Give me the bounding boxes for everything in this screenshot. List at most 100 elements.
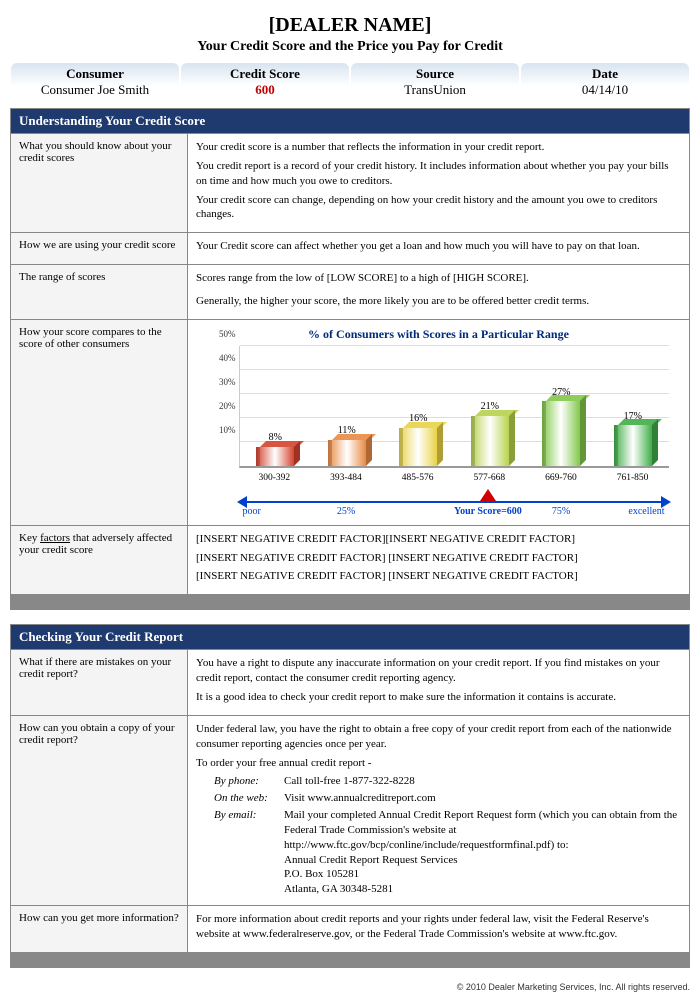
source-value: TransUnion <box>351 82 519 98</box>
email-label: By email: <box>214 808 284 897</box>
web-row: On the web: Visit www.annualcreditreport… <box>214 791 681 806</box>
email-val: Mail your completed Annual Credit Report… <box>284 808 681 853</box>
row-range-right: Scores range from the low of [LOW SCORE]… <box>188 265 689 319</box>
row-know-left: What you should know about your credit s… <box>11 134 188 232</box>
row-compare-left: How your score compares to the score of … <box>11 320 188 525</box>
axis-poor: poor <box>243 505 261 519</box>
section-understanding: Understanding Your Credit Score What you… <box>10 108 690 610</box>
phone-label: By phone: <box>214 774 284 789</box>
y-tick-label: 10% <box>210 424 236 436</box>
row-mistakes: What if there are mistakes on your credi… <box>11 650 689 716</box>
row-range-left: The range of scores <box>11 265 188 319</box>
r5-p2: [INSERT NEGATIVE CREDIT FACTOR] [INSERT … <box>196 551 681 566</box>
row-range: The range of scores Scores range from th… <box>11 265 689 320</box>
dealer-name: [DEALER NAME] <box>10 14 690 37</box>
row-mistakes-left: What if there are mistakes on your credi… <box>11 650 188 715</box>
score-label: Credit Score <box>181 66 349 82</box>
row-moreinfo-right: For more information about credit report… <box>188 906 689 952</box>
bar <box>256 447 294 466</box>
bar-slot: 21% <box>462 400 518 466</box>
bar-slot: 8% <box>247 431 303 466</box>
r5-la: Key <box>19 532 40 544</box>
x-tick-label: 577-668 <box>461 472 517 485</box>
r3-p2: Generally, the higher your score, the mo… <box>196 294 681 309</box>
row-obtain-right: Under federal law, you have the right to… <box>188 716 689 905</box>
s2r2-p1: Under federal law, you have the right to… <box>196 722 681 752</box>
date-value: 04/14/10 <box>521 82 689 98</box>
consumer-label: Consumer <box>11 66 179 82</box>
chart-area: 10%20%30%40%50%8%11%16%21%27%17% <box>239 346 669 468</box>
panel-footer <box>11 595 689 609</box>
panel-footer-2 <box>11 953 689 967</box>
section2-title: Checking Your Credit Report <box>11 625 689 650</box>
y-tick-label: 50% <box>210 328 236 340</box>
bar <box>328 440 366 466</box>
row-moreinfo-left: How can you get more information? <box>11 906 188 952</box>
bar-slot: 16% <box>390 412 446 466</box>
arrow-line <box>239 501 669 503</box>
section-checking: Checking Your Credit Report What if ther… <box>10 624 690 968</box>
row-compare: How your score compares to the score of … <box>11 320 689 526</box>
r2-p1: Your Credit score can affect whether you… <box>196 239 681 254</box>
r1-p2: You credit report is a record of your cr… <box>196 159 681 189</box>
score-marker-icon <box>480 489 496 501</box>
section1-title: Understanding Your Credit Score <box>11 109 689 134</box>
info-date: Date 04/14/10 <box>521 63 689 102</box>
bar-slot: 17% <box>605 410 661 466</box>
addr3: Atlanta, GA 30348-5281 <box>284 882 681 897</box>
row-know: What you should know about your credit s… <box>11 134 689 233</box>
row-factors-right: [INSERT NEGATIVE CREDIT FACTOR][INSERT N… <box>188 526 689 595</box>
row-obtain-left: How can you obtain a copy of your credit… <box>11 716 188 905</box>
row-factors: Key factors that adversely affected your… <box>11 526 689 596</box>
x-tick-label: 761-850 <box>605 472 661 485</box>
row-using: How we are using your credit score Your … <box>11 233 689 265</box>
axis-your-score: Your Score=600 <box>454 505 522 519</box>
y-tick-label: 20% <box>210 400 236 412</box>
info-source: Source TransUnion <box>351 63 519 102</box>
row-know-right: Your credit score is a number that refle… <box>188 134 689 232</box>
x-labels: 300-392393-484485-576577-668669-760761-8… <box>239 472 669 485</box>
row-factors-left: Key factors that adversely affected your… <box>11 526 188 595</box>
phone-val: Call toll-free 1-877-322-8228 <box>284 774 415 789</box>
y-tick-label: 40% <box>210 352 236 364</box>
r5-p3: [INSERT NEGATIVE CREDIT FACTOR] [INSERT … <box>196 569 681 584</box>
row-moreinfo: How can you get more information? For mo… <box>11 906 689 953</box>
web-label: On the web: <box>214 791 284 806</box>
web-val: Visit www.annualcreditreport.com <box>284 791 436 806</box>
r1-p1: Your credit score is a number that refle… <box>196 140 681 155</box>
r5-p1: [INSERT NEGATIVE CREDIT FACTOR][INSERT N… <box>196 532 681 547</box>
x-tick-label: 393-484 <box>318 472 374 485</box>
row-using-left: How we are using your credit score <box>11 233 188 264</box>
bars: 8%11%16%21%27%17% <box>240 346 669 466</box>
s2r1-p1: You have a right to dispute any inaccura… <box>196 656 681 686</box>
info-score: Credit Score 600 <box>181 63 349 102</box>
info-bar: Consumer Consumer Joe Smith Credit Score… <box>10 63 690 102</box>
bar <box>542 401 580 466</box>
axis-bar: poor 25% Your Score=600 75% excellent <box>239 491 669 519</box>
row-compare-right: % of Consumers with Scores in a Particul… <box>188 320 689 525</box>
copyright: © 2010 Dealer Marketing Services, Inc. A… <box>10 982 690 992</box>
x-tick-label: 300-392 <box>246 472 302 485</box>
score-value: 600 <box>181 82 349 98</box>
axis-excellent: excellent <box>628 505 664 519</box>
r3-p1: Scores range from the low of [LOW SCORE]… <box>196 271 681 286</box>
date-label: Date <box>521 66 689 82</box>
consumer-value: Consumer Joe Smith <box>11 82 179 98</box>
s2r1-p2: It is a good idea to check your credit r… <box>196 690 681 705</box>
row-obtain: How can you obtain a copy of your credit… <box>11 716 689 906</box>
s2r2-p2: To order your free annual credit report … <box>196 756 681 771</box>
info-consumer: Consumer Consumer Joe Smith <box>11 63 179 102</box>
bar <box>614 425 652 466</box>
bar-slot: 27% <box>533 386 589 466</box>
addr2: P.O. Box 105281 <box>284 867 681 882</box>
source-label: Source <box>351 66 519 82</box>
axis-25: 25% <box>337 505 355 519</box>
x-tick-label: 669-760 <box>533 472 589 485</box>
bar <box>471 416 509 466</box>
row-using-right: Your Credit score can affect whether you… <box>188 233 689 264</box>
axis-75: 75% <box>552 505 570 519</box>
row-mistakes-right: You have a right to dispute any inaccura… <box>188 650 689 715</box>
s2r3-p1: For more information about credit report… <box>196 912 681 942</box>
phone-row: By phone: Call toll-free 1-877-322-8228 <box>214 774 681 789</box>
r5-lb: factors <box>40 532 70 544</box>
